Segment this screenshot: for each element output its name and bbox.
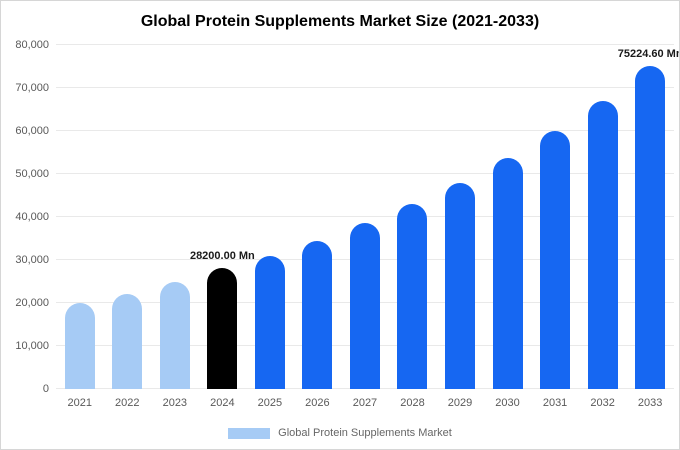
- bar-2021: [64, 303, 95, 389]
- x-axis-tick-label: 2022: [115, 397, 140, 409]
- bar-column: [151, 45, 199, 389]
- x-axis-tick-label: 2030: [495, 397, 520, 409]
- bar-column: [104, 45, 152, 389]
- bar-2029: [445, 182, 476, 389]
- bar-column: [484, 45, 532, 389]
- x-axis-tick-label: 2024: [210, 397, 235, 409]
- bar-2025: [254, 255, 285, 389]
- bar-2026: [302, 240, 333, 389]
- x-axis-tick-label: 2032: [590, 397, 615, 409]
- x-axis: 2021 2022 2023 2024 2025 2026 2027 2028 2029 2030…: [56, 397, 674, 409]
- bar-column: 75224.60 Mn: [618, 45, 679, 389]
- bar-column: [531, 45, 579, 389]
- y-axis-tick-label: 60,000: [15, 125, 49, 137]
- gridline: [56, 173, 674, 174]
- bar-2028: [397, 204, 428, 389]
- bar-2023: [159, 282, 190, 389]
- bar-2027: [349, 223, 380, 389]
- gridline: [56, 130, 674, 131]
- chart-title: Global Protein Supplements Market Size (…: [140, 13, 540, 30]
- y-axis-tick-label: 0: [42, 383, 49, 395]
- legend-swatch-icon: [228, 427, 271, 439]
- y-axis-tick-label: 20,000: [15, 297, 49, 309]
- bar-series: 28200.00 Mn 75224.60 Mn: [56, 45, 679, 389]
- bar-column: [56, 45, 104, 389]
- y-axis-tick-label: 30,000: [15, 254, 49, 266]
- y-axis-tick-label: 80,000: [15, 39, 49, 51]
- x-axis-tick-label: 2029: [447, 397, 473, 409]
- legend-item[interactable]: Global Protein Supplements Market: [228, 427, 452, 439]
- x-axis-tick-label: 2028: [400, 397, 425, 409]
- bar-value-label: 75224.60 Mn: [617, 47, 680, 60]
- bar-column: 28200.00 Mn: [190, 45, 255, 389]
- bar-column: [389, 45, 437, 389]
- x-axis-tick-label: 2025: [257, 397, 283, 409]
- bar-2024: [207, 267, 238, 389]
- bar-column: [246, 45, 294, 389]
- bar-2032: [587, 100, 618, 389]
- bar-2022: [112, 293, 143, 389]
- y-axis-tick-label: 70,000: [15, 82, 49, 94]
- y-axis-tick-label: 10,000: [15, 340, 49, 352]
- x-axis-tick-label: 2027: [352, 397, 378, 409]
- bar-2031: [540, 131, 571, 389]
- gridline: [56, 44, 674, 45]
- bar-2033: [635, 65, 666, 389]
- legend-label: Global Protein Supplements Market: [278, 427, 452, 439]
- bar-value-label: 28200.00 Mn: [189, 249, 255, 262]
- y-axis-tick-label: 40,000: [15, 211, 49, 223]
- y-axis-tick-label: 50,000: [15, 168, 49, 180]
- y-axis: 0 10,000 20,000 30,000 40,000 50,000 60,000 70,…: [1, 39, 49, 395]
- bar-column: [436, 45, 484, 389]
- x-axis-tick-label: 2033: [637, 397, 663, 409]
- x-axis-tick-label: 2031: [542, 397, 568, 409]
- bar-column: [341, 45, 389, 389]
- bar-2030: [492, 158, 523, 389]
- x-axis-tick-label: 2021: [67, 397, 92, 409]
- gridline: [56, 87, 674, 88]
- bar-column: [294, 45, 342, 389]
- bar-column: [579, 45, 627, 389]
- plot-area: 28200.00 Mn 75224.60 Mn: [56, 44, 679, 389]
- x-axis-tick-label: 2023: [162, 397, 188, 409]
- gridline: [56, 216, 674, 217]
- legend: Global Protein Supplements Market: [1, 427, 679, 439]
- x-axis-tick-label: 2026: [305, 397, 330, 409]
